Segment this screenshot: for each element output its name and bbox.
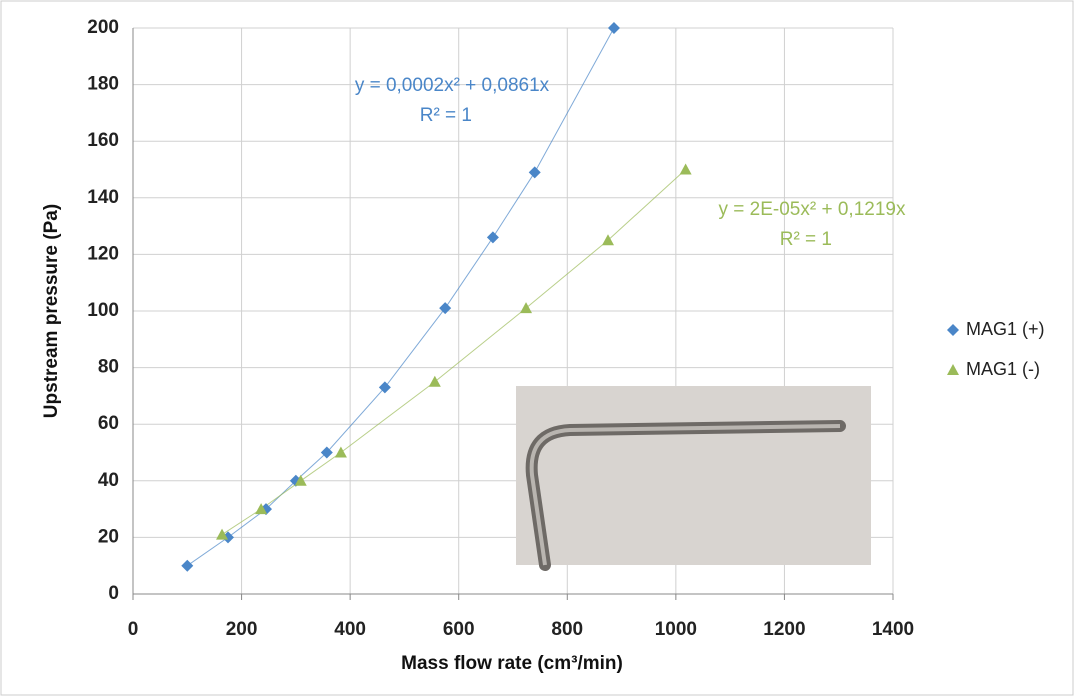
- trendline: [221, 169, 686, 535]
- point: [320, 446, 333, 459]
- point: [439, 302, 452, 315]
- y-tick-label: 200: [87, 17, 119, 38]
- point: [602, 234, 614, 246]
- x-tick-label: 200: [226, 619, 258, 640]
- point: [294, 474, 307, 486]
- x-tick-label: 1000: [655, 619, 697, 640]
- trendline-equation: R² = 1: [420, 105, 472, 126]
- y-tick-label: 60: [98, 413, 119, 434]
- inset-photo: [516, 386, 871, 571]
- x-tick-label: 0: [128, 619, 139, 640]
- x-tick-label: 1200: [763, 619, 805, 640]
- legend-label: MAG1 (+): [966, 319, 1045, 339]
- point: [334, 446, 347, 458]
- point: [378, 381, 391, 394]
- point: [216, 528, 229, 540]
- point: [255, 503, 268, 515]
- x-axis-title: Mass flow rate (cm³/min): [401, 653, 623, 674]
- trendline-equation: y = 2E-05x² + 0,1219x: [719, 199, 906, 220]
- legend-label: MAG1 (-): [966, 359, 1040, 379]
- y-tick-label: 180: [87, 74, 119, 95]
- point: [528, 166, 541, 179]
- trendline-equation: y = 0,0002x² + 0,0861x: [355, 75, 550, 96]
- legend-marker: [947, 324, 959, 336]
- point: [607, 22, 620, 34]
- x-tick-label: 800: [551, 619, 583, 640]
- point: [679, 163, 692, 175]
- y-tick-label: 100: [87, 300, 119, 321]
- y-tick-label: 20: [98, 526, 119, 547]
- y-tick-label: 160: [87, 130, 119, 151]
- y-tick-label: 140: [87, 187, 119, 208]
- legend-marker: [947, 364, 959, 375]
- x-tick-label: 600: [443, 619, 475, 640]
- trendline: [187, 27, 615, 567]
- point: [486, 231, 499, 244]
- y-tick-label: 120: [87, 243, 119, 264]
- y-tick-label: 40: [98, 470, 119, 491]
- point: [520, 302, 533, 314]
- point: [428, 375, 441, 387]
- y-tick-label: 80: [98, 357, 119, 378]
- x-tick-label: 400: [334, 619, 366, 640]
- y-tick-label: 0: [108, 583, 119, 604]
- y-axis-title: Upstream pressure (Pa): [41, 204, 62, 418]
- x-tick-label: 1400: [872, 619, 914, 640]
- trendline-equation: R² = 1: [780, 229, 832, 250]
- point: [181, 559, 194, 572]
